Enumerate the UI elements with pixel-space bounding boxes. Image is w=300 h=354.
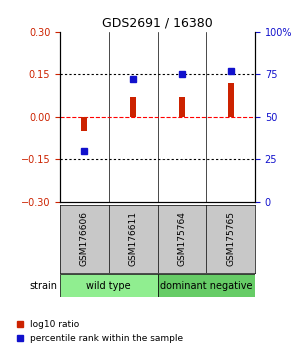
Text: wild type: wild type bbox=[86, 281, 131, 291]
Text: strain: strain bbox=[30, 281, 58, 291]
Bar bbox=[228, 83, 234, 117]
Text: GSM175764: GSM175764 bbox=[177, 211, 186, 267]
Title: GDS2691 / 16380: GDS2691 / 16380 bbox=[102, 16, 213, 29]
Text: GSM176606: GSM176606 bbox=[80, 211, 89, 267]
Bar bbox=[179, 97, 185, 117]
Text: GSM175765: GSM175765 bbox=[226, 211, 235, 267]
Text: dominant negative: dominant negative bbox=[160, 281, 253, 291]
Bar bbox=[130, 97, 136, 117]
Text: GSM176611: GSM176611 bbox=[129, 211, 138, 267]
Bar bbox=[60, 274, 158, 297]
Legend: log10 ratio, percentile rank within the sample: log10 ratio, percentile rank within the … bbox=[16, 320, 184, 344]
Bar bbox=[82, 117, 87, 131]
Bar bbox=[158, 274, 255, 297]
